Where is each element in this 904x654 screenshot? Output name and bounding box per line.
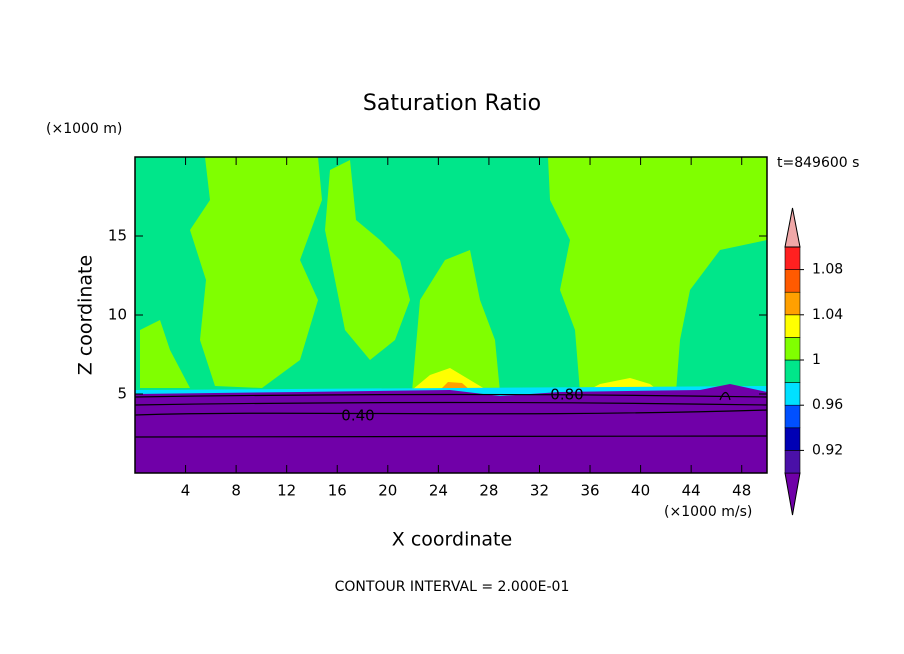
colorbar-swatch: [784, 291, 801, 316]
contour-line: [134, 393, 768, 398]
footer-note: CONTOUR INTERVAL = 2.000E-01: [335, 579, 570, 595]
field-region: [412, 250, 500, 392]
x-tick-label: 8: [231, 482, 241, 500]
x-unit: (×1000 m/s): [664, 504, 752, 520]
y-tick-label: 10: [108, 306, 127, 324]
colorbar-extend-high: [784, 207, 801, 248]
field-region: [325, 160, 410, 360]
field-region: [190, 157, 322, 388]
colorbar-swatch: [784, 337, 801, 361]
contour-line: [134, 409, 768, 416]
colorbar-tick-label: 1.08: [812, 262, 843, 278]
time-label: t=849600 s: [777, 155, 859, 171]
x-tick-label: 48: [732, 482, 751, 500]
colorbar-tick-label: 0.96: [812, 397, 843, 413]
field-region: [140, 320, 190, 388]
contour-line: [719, 391, 731, 401]
colorbar-swatch: [784, 427, 801, 451]
field-region: [412, 368, 490, 392]
y-axis-label: Z coordinate: [75, 255, 97, 375]
colorbar-swatch: [784, 450, 801, 474]
colorbar-swatch: [784, 269, 801, 293]
contour-line: [134, 401, 768, 406]
x-tick-label: 4: [181, 482, 191, 500]
y-tick-label: 15: [108, 227, 127, 245]
x-axis-label: X coordinate: [392, 529, 512, 551]
contour-label: 0.40: [341, 407, 374, 425]
x-tick-label: 36: [580, 482, 599, 500]
colorbar-tick-label: 1.04: [812, 307, 843, 323]
colorbar-swatch: [784, 382, 801, 406]
colorbar-swatch: [784, 246, 801, 270]
colorbar-extend-low: [784, 472, 801, 516]
y-unit: (×1000 m): [46, 121, 122, 137]
colorbar-tick-label: 1: [812, 352, 821, 368]
x-tick-label: 40: [631, 482, 650, 500]
contour-label: 0.80: [550, 386, 583, 404]
field-region: [135, 384, 767, 473]
x-tick-label: 12: [277, 482, 296, 500]
x-tick-label: 32: [530, 482, 549, 500]
colorbar-tick-label: 0.92: [812, 442, 843, 458]
colorbar-swatch: [784, 404, 801, 429]
x-tick-label: 16: [328, 482, 347, 500]
x-tick-label: 20: [378, 482, 397, 500]
y-tick-label: 5: [117, 385, 127, 403]
x-tick-label: 24: [429, 482, 448, 500]
colorbar-swatch: [784, 314, 801, 338]
field: 0.40 0.80: [134, 157, 768, 473]
field-region: [548, 157, 767, 392]
colorbar-swatch: [784, 359, 801, 383]
chart-title: Saturation Ratio: [363, 91, 541, 116]
x-tick-label: 44: [682, 482, 701, 500]
contour-line: [134, 435, 768, 438]
x-tick-label: 28: [479, 482, 498, 500]
